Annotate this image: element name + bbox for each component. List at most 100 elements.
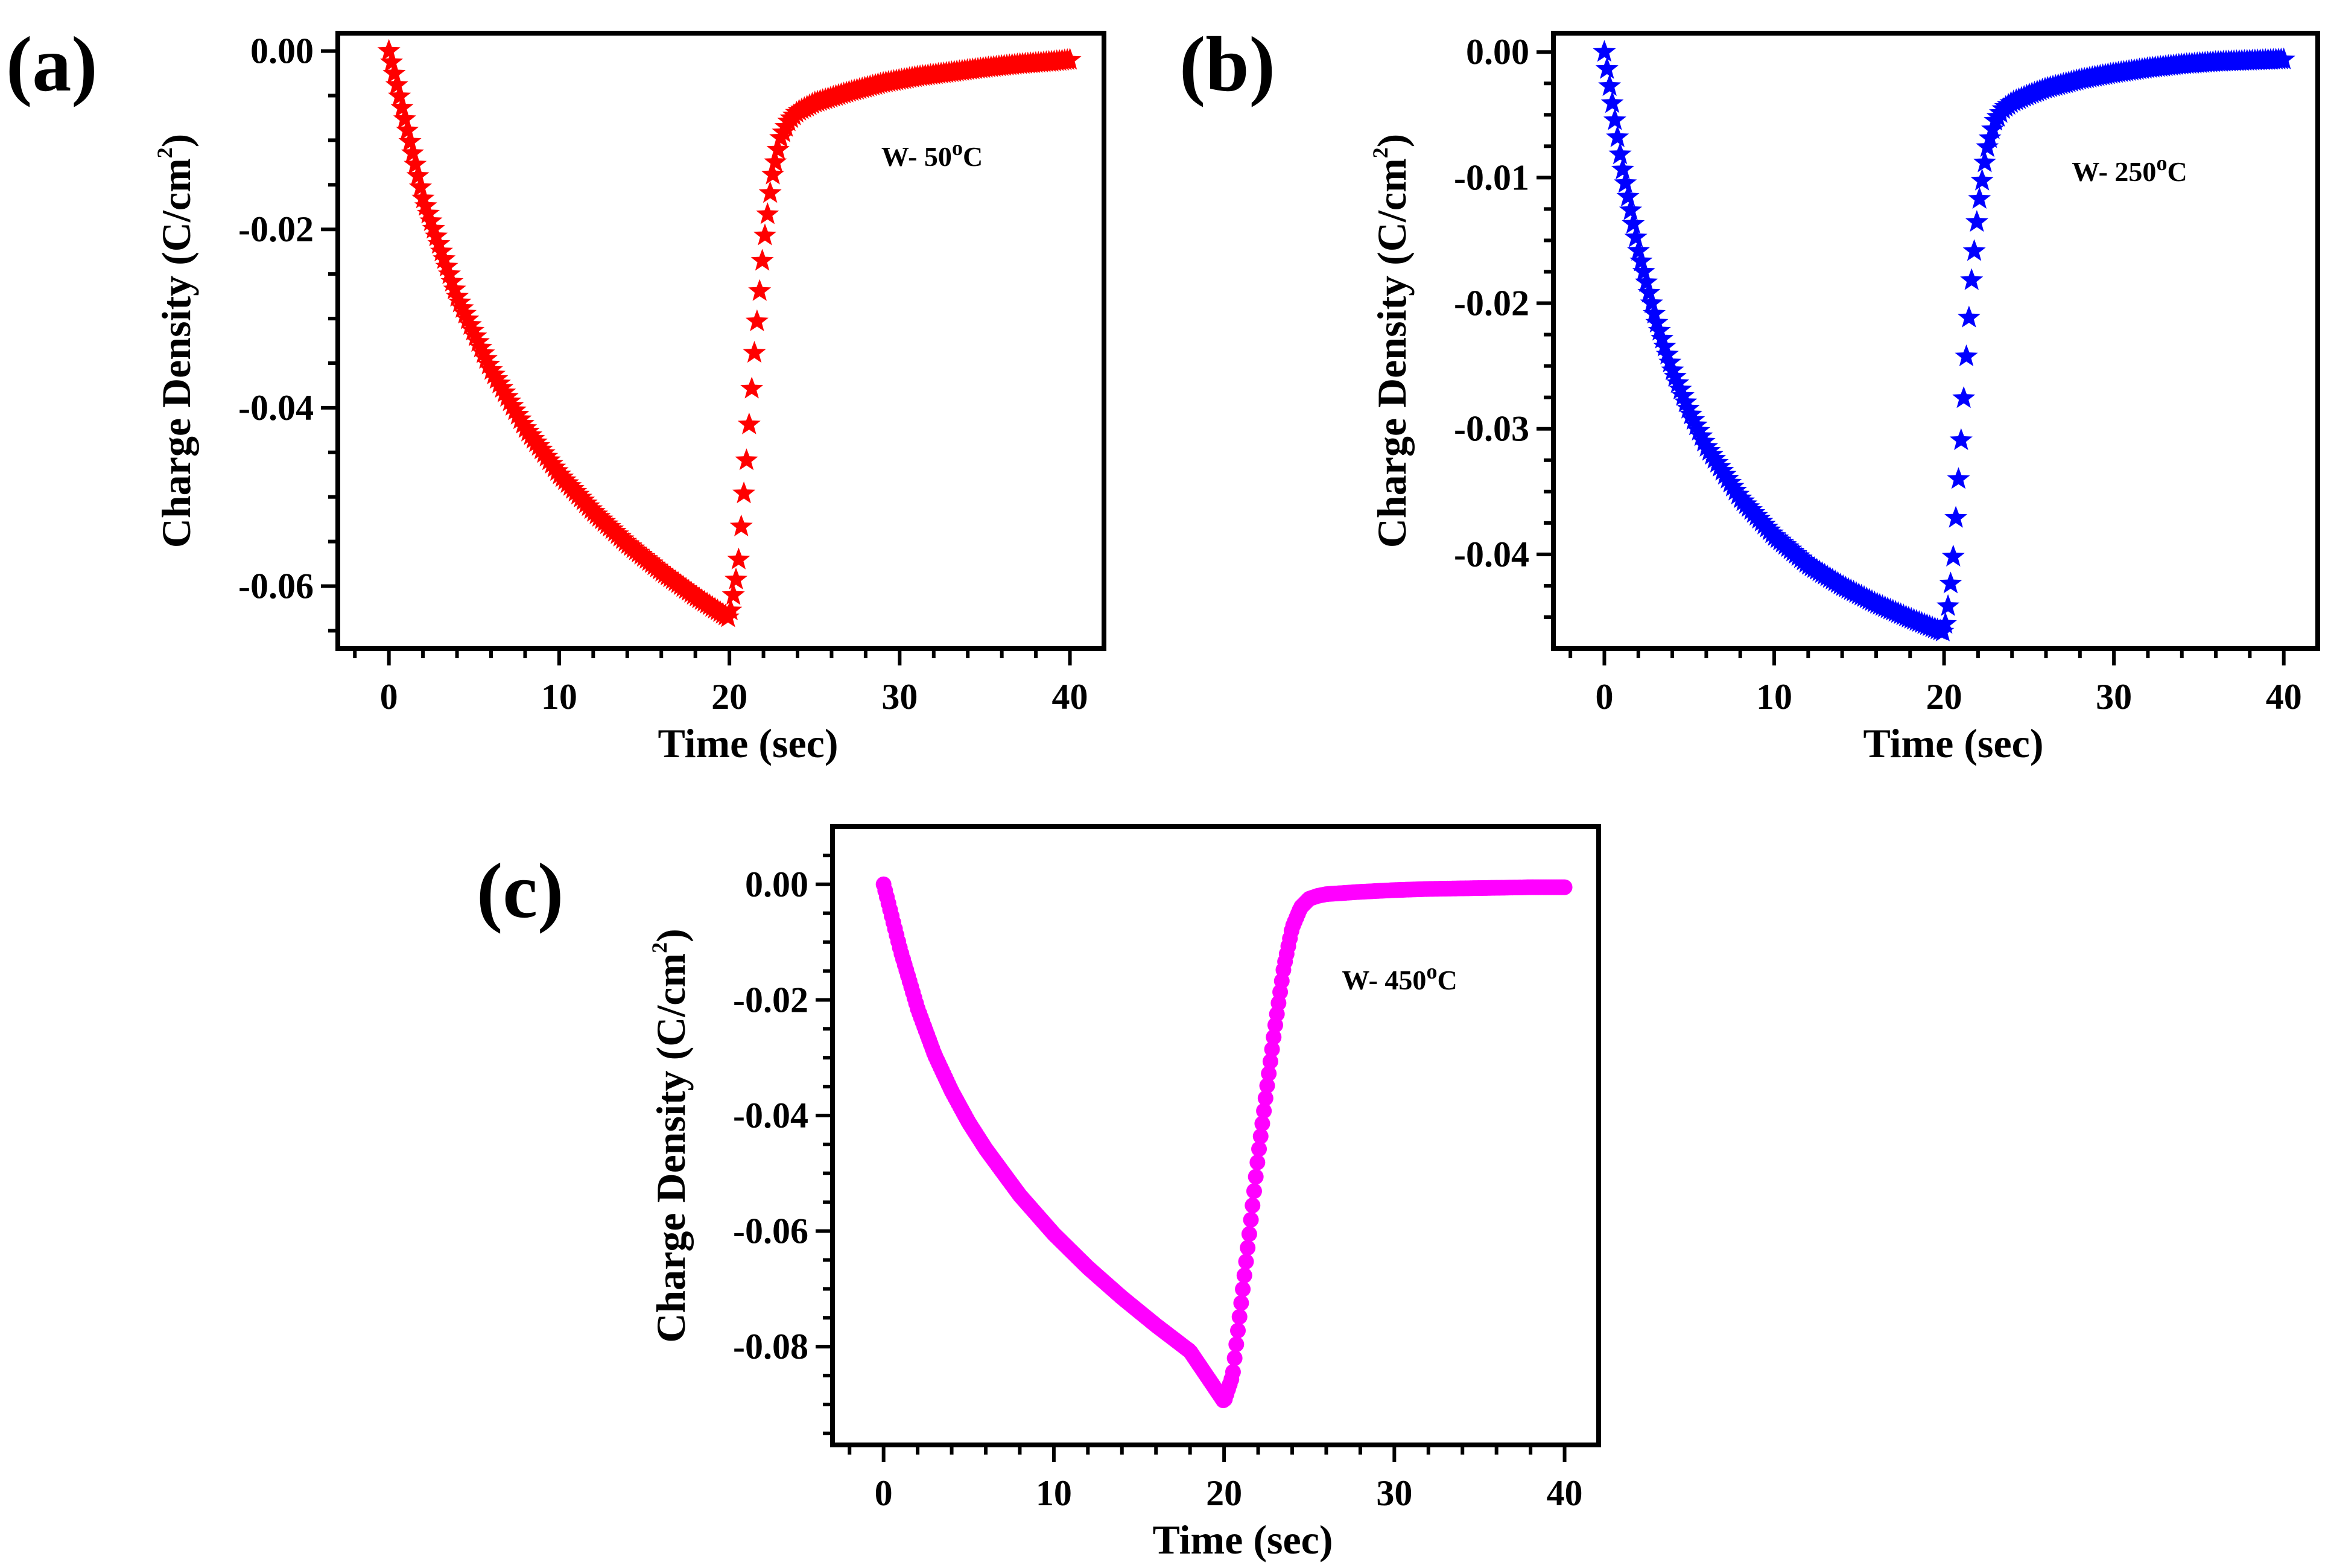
panel-b: 0 10 20 30 40 0.00 -0.01 -0.02 -0.03 -0.04 Time (s… [1179, 21, 2320, 766]
plot-frame [335, 31, 1106, 651]
annotation-suffix: C [1437, 965, 1457, 995]
data-point [437, 262, 461, 284]
y-tick-label: 0.00 [250, 31, 314, 71]
data-point [404, 152, 427, 175]
data-point [1933, 612, 1957, 634]
data-point [511, 411, 534, 434]
data-point [1692, 430, 1716, 452]
y-tick-label: -0.02 [238, 209, 314, 249]
data-point [1724, 478, 1747, 501]
data-point [1603, 108, 1626, 130]
y-tick-label: -0.02 [1454, 284, 1529, 323]
data-point [1700, 443, 1724, 465]
data-point [722, 583, 745, 605]
y-tick-label: -0.04 [238, 388, 314, 428]
data-point [388, 84, 411, 107]
data-point [461, 319, 485, 341]
data-point [446, 285, 469, 307]
data-point [1236, 1268, 1252, 1284]
x-tick-label: 20 [1926, 677, 1962, 717]
data-point [480, 358, 503, 380]
data-point [1655, 342, 1679, 364]
data-point [454, 302, 477, 324]
data-point [1233, 1295, 1249, 1311]
data-point [1669, 377, 1692, 399]
panel-a: 0 10 20 30 40 0.00 -0.02 -0.04 -0.06 Time (sec) Ch… [6, 21, 1106, 766]
annotation-degree: o [2156, 151, 2167, 175]
data-point [509, 407, 532, 430]
y-axis-title: Charge Density (C/cm2) [1368, 134, 1415, 548]
data-point [451, 296, 474, 318]
data-point [1624, 225, 1648, 247]
data-point [1249, 1154, 1266, 1170]
data-point [748, 279, 772, 301]
data-point [1976, 135, 1999, 157]
data-point [1245, 1198, 1261, 1214]
annotation-degree: o [1426, 959, 1437, 983]
data-point [1978, 126, 2002, 148]
data-point [764, 150, 787, 173]
data-point [1947, 467, 1970, 489]
x-axis-title: Time (sec) [1863, 720, 2044, 766]
data-point [1941, 544, 1965, 567]
y-axis-title-end: ) [1369, 134, 1415, 148]
y-tick-label: 0.00 [1466, 32, 1529, 72]
data-point [1653, 334, 1676, 357]
data-point [503, 398, 527, 421]
data-point [750, 249, 774, 271]
data-point [1682, 408, 1705, 430]
data-point [1674, 390, 1698, 413]
data-point [414, 194, 437, 216]
data-point [1684, 413, 1708, 436]
data-point [483, 362, 506, 384]
data-point [477, 352, 501, 375]
data-point [408, 175, 432, 197]
data-point [1957, 305, 1981, 328]
data-point [732, 481, 756, 504]
data-point [406, 163, 430, 186]
series-annotation: W- 250oC [2072, 151, 2187, 187]
data-point [1259, 1078, 1275, 1094]
data-point [464, 324, 487, 346]
data-point [469, 335, 493, 358]
x-tick-label: 40 [1052, 677, 1088, 717]
series-annotation: W- 450oC [1342, 959, 1457, 995]
data-point [1708, 454, 1731, 477]
data-point [719, 598, 743, 621]
y-tick-label: -0.02 [733, 980, 808, 1020]
data-point [495, 384, 519, 407]
series-markers [377, 39, 1082, 627]
data-point [466, 329, 490, 352]
data-point [1257, 1090, 1273, 1106]
data-point [1256, 1103, 1272, 1119]
data-point [1939, 571, 1962, 594]
plot-frame [830, 824, 1601, 1447]
annotation-prefix: W- 50 [881, 141, 952, 172]
x-tick-label: 0 [1595, 677, 1613, 717]
data-point [725, 567, 747, 589]
data-point [1676, 396, 1700, 419]
annotation-suffix: C [963, 141, 983, 172]
data-point [740, 376, 764, 399]
data-point [766, 138, 790, 160]
data-point [1643, 302, 1666, 324]
x-axis-title: Time (sec) [658, 720, 839, 766]
data-point [1622, 212, 1645, 234]
data-point [411, 186, 435, 209]
data-point [1968, 186, 1991, 209]
data-point [735, 448, 758, 471]
data-point [377, 39, 401, 61]
data-point [1973, 150, 1996, 173]
data-point [1262, 1053, 1278, 1070]
data-point [1632, 259, 1655, 282]
data-point [743, 341, 766, 363]
x-tick-label: 30 [881, 677, 918, 717]
series-markers [875, 876, 1573, 1409]
data-point [1981, 117, 2004, 139]
data-point [1606, 125, 1629, 147]
data-point [380, 50, 403, 72]
y-axis-title-main: Charge Density (C/cm [153, 158, 199, 548]
data-point [422, 217, 445, 239]
data-point [2272, 47, 2295, 69]
y-axis-title-end: ) [648, 928, 694, 942]
